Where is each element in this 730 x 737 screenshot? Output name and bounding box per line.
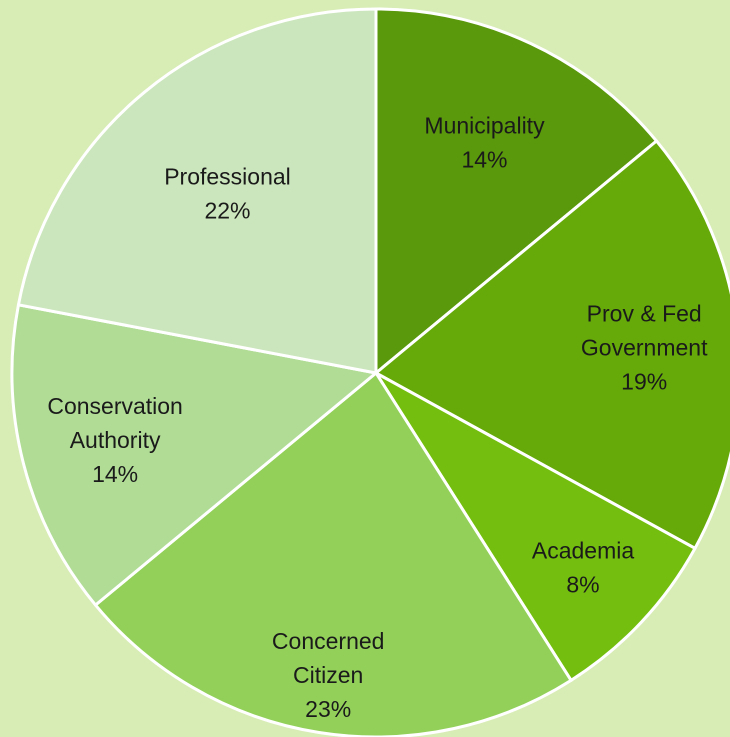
slice-name-line-1-1: Government [581,335,708,361]
pie-slice-3 [94,371,573,737]
slice-name-line-1-0: Prov & Fed [587,301,702,327]
slice-name-line-4-0: Conservation [47,393,183,419]
slice-percent-4: 14% [92,461,138,487]
slice-name-line-0-0: Municipality [424,113,545,139]
slice-label-3: Concerned Citizen 23% [272,628,385,722]
slice-name-line-3-1: Citizen [293,662,363,688]
pie-slice-0 [374,7,658,375]
slice-label-1: Prov & Fed Government 19% [581,301,708,395]
slice-label-4: Conservation Authority 14% [47,393,183,487]
pie-slice-1 [374,139,730,550]
slice-name-line-4-1: Authority [70,427,161,453]
pie-slice-2 [374,371,697,682]
slice-percent-5: 22% [204,198,250,224]
pie-slices [10,7,730,737]
slice-label-2: Academia 8% [532,537,634,597]
slice-label-5: Professional 22% [164,164,291,224]
slice-percent-0: 14% [461,147,507,173]
slice-name-line-5-0: Professional [164,164,291,190]
pie-slice-5 [16,7,378,375]
slice-name-line-2-0: Academia [532,537,634,563]
slice-percent-2: 8% [566,571,599,597]
pie-slice-4 [10,303,378,607]
slice-label-0: Municipality 14% [424,113,545,173]
slice-percent-1: 19% [621,369,667,395]
slice-percent-3: 23% [305,696,351,722]
pie-labels: Municipality 14% Prov & Fed Government 19% Ac… [47,113,708,723]
slice-name-line-3-0: Concerned [272,628,385,654]
